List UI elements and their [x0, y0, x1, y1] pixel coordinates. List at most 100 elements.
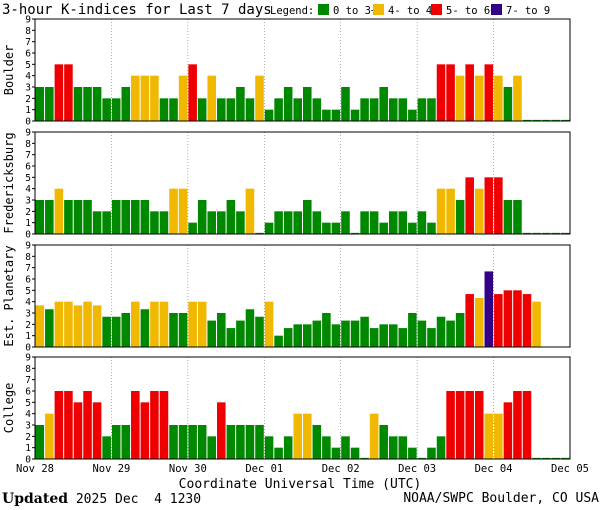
bar	[408, 222, 417, 234]
bar	[322, 109, 331, 121]
bar	[73, 200, 83, 234]
bar	[92, 402, 102, 459]
bar	[369, 413, 379, 459]
bar	[64, 64, 73, 121]
bar	[503, 402, 513, 459]
bar	[197, 98, 207, 121]
bar	[64, 391, 73, 459]
bar	[54, 64, 64, 121]
y-tick-label: 8	[25, 26, 31, 37]
y-tick-label: 1	[25, 331, 31, 342]
bar	[436, 64, 446, 121]
bar	[484, 177, 494, 234]
bar	[217, 211, 226, 234]
bar	[551, 232, 560, 234]
bar	[427, 328, 436, 347]
bar	[131, 301, 140, 347]
bar	[169, 425, 178, 459]
bar	[245, 425, 255, 459]
bar	[293, 413, 302, 459]
x-axis: Nov 28 Nov 29 Nov 30 Dec 01 Dec 02 Dec 03 Dec …	[16, 463, 589, 475]
bar	[102, 436, 111, 459]
bar	[379, 324, 388, 347]
bar	[159, 211, 169, 234]
bar	[274, 447, 283, 459]
bar	[45, 413, 54, 459]
updated-timestamp: Updated 2025 Dec 4 1230	[2, 491, 201, 507]
bar	[140, 402, 150, 459]
bar	[121, 313, 131, 347]
bar	[513, 391, 522, 459]
bar	[465, 391, 474, 459]
bar	[408, 447, 417, 459]
bar	[35, 305, 45, 347]
bar	[45, 87, 54, 121]
legend-item-3: 7- to 9	[506, 5, 550, 17]
y-tick-label: 2	[25, 207, 31, 218]
y-tick-label: 5	[25, 398, 31, 409]
y-tick-label: 9	[25, 15, 31, 26]
bar	[341, 320, 350, 347]
bar	[465, 64, 474, 121]
bar	[312, 211, 322, 234]
bar	[197, 200, 207, 234]
panel-label: Est. Planetary	[2, 245, 16, 346]
panel-label: Boulder	[2, 45, 16, 96]
bar	[169, 313, 178, 347]
bar	[264, 109, 274, 121]
y-tick-label: 9	[25, 128, 31, 139]
bar	[255, 75, 264, 121]
bar	[417, 320, 427, 347]
bar	[465, 294, 474, 347]
bar	[188, 425, 197, 459]
y-tick-label: 6	[25, 275, 31, 286]
y-tick-label: 5	[25, 173, 31, 184]
bar	[226, 98, 236, 121]
bar	[312, 425, 322, 459]
bar	[102, 316, 111, 347]
bar	[35, 87, 45, 121]
y-tick-label: 9	[25, 241, 31, 252]
bar	[45, 309, 54, 347]
legend-swatch-1	[373, 4, 384, 15]
bar	[121, 200, 131, 234]
legend-swatch-3	[491, 4, 502, 15]
bar	[388, 324, 398, 347]
bar	[494, 413, 503, 459]
bar	[264, 222, 274, 234]
bar	[532, 232, 541, 234]
bar	[551, 119, 560, 121]
updated-value: 2025 Dec 4 1230	[68, 492, 202, 507]
bar	[388, 436, 398, 459]
y-tick-label: 3	[25, 196, 31, 207]
bar	[503, 200, 513, 234]
bar	[513, 75, 522, 121]
bar	[188, 64, 197, 121]
bar	[169, 188, 178, 234]
bar	[35, 200, 45, 234]
panel-label: College	[2, 383, 16, 434]
bar	[522, 391, 532, 459]
y-tick-label: 7	[25, 37, 31, 48]
bar	[532, 457, 541, 459]
bar	[303, 87, 312, 121]
y-tick-label: 1	[25, 105, 31, 116]
bar	[312, 320, 322, 347]
bar	[494, 177, 503, 234]
bar	[331, 447, 341, 459]
bar	[207, 211, 217, 234]
bar	[178, 425, 188, 459]
bar	[350, 109, 360, 121]
bar	[369, 211, 379, 234]
bar	[226, 425, 236, 459]
bar	[255, 232, 264, 234]
bar	[474, 75, 484, 121]
x-tick-label: Dec 03	[398, 463, 436, 475]
bar	[398, 436, 408, 459]
bar	[322, 222, 331, 234]
y-tick-label: 7	[25, 263, 31, 274]
bar	[455, 75, 465, 121]
